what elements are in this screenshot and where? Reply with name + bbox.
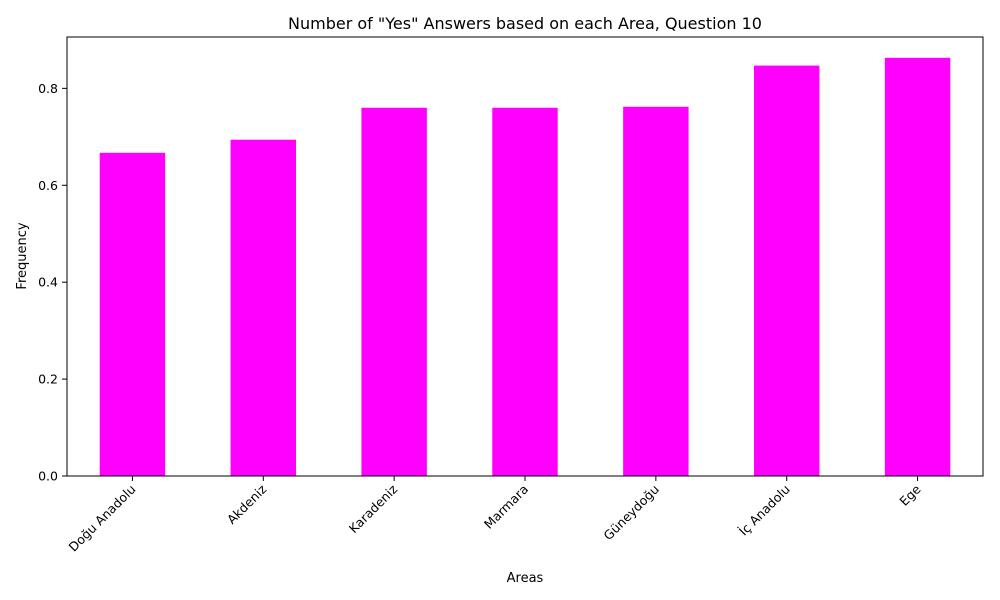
- y-tick-label: 0.8: [38, 81, 58, 96]
- x-tick-label: Güneydoğu: [600, 482, 662, 544]
- x-axis-ticks: Doğu Anadolu Akdeniz Karadeniz Marmara Güney…: [66, 476, 924, 555]
- y-axis-ticks: 0.0 0.2 0.4 0.6 0.8: [38, 81, 67, 484]
- x-tick-label: Ege: [896, 481, 923, 508]
- x-tick-label: Marmara: [481, 482, 531, 532]
- y-axis-label: Frequency: [15, 222, 30, 289]
- y-tick-label: 0.2: [38, 372, 58, 387]
- bar-3: [492, 107, 558, 476]
- bar-4: [623, 106, 689, 476]
- bar-0: [99, 152, 166, 477]
- y-tick-label: 0.6: [38, 178, 58, 193]
- bar-6: [884, 57, 951, 476]
- bar-2: [361, 107, 427, 476]
- x-tick-label: Akdeniz: [224, 481, 270, 527]
- bar-1: [230, 139, 296, 476]
- x-tick-label: İç Anadolu: [736, 482, 793, 539]
- x-axis-label: Areas: [507, 571, 544, 586]
- y-tick-label: 0.4: [38, 275, 58, 290]
- chart-title: Number of "Yes" Answers based on each Ar…: [288, 14, 762, 33]
- x-tick-label: Doğu Anadolu: [66, 482, 139, 555]
- bars-group: [99, 57, 951, 477]
- x-tick-label: Karadeniz: [346, 481, 401, 536]
- y-tick-label: 0.0: [38, 469, 58, 484]
- bar-5: [754, 65, 820, 476]
